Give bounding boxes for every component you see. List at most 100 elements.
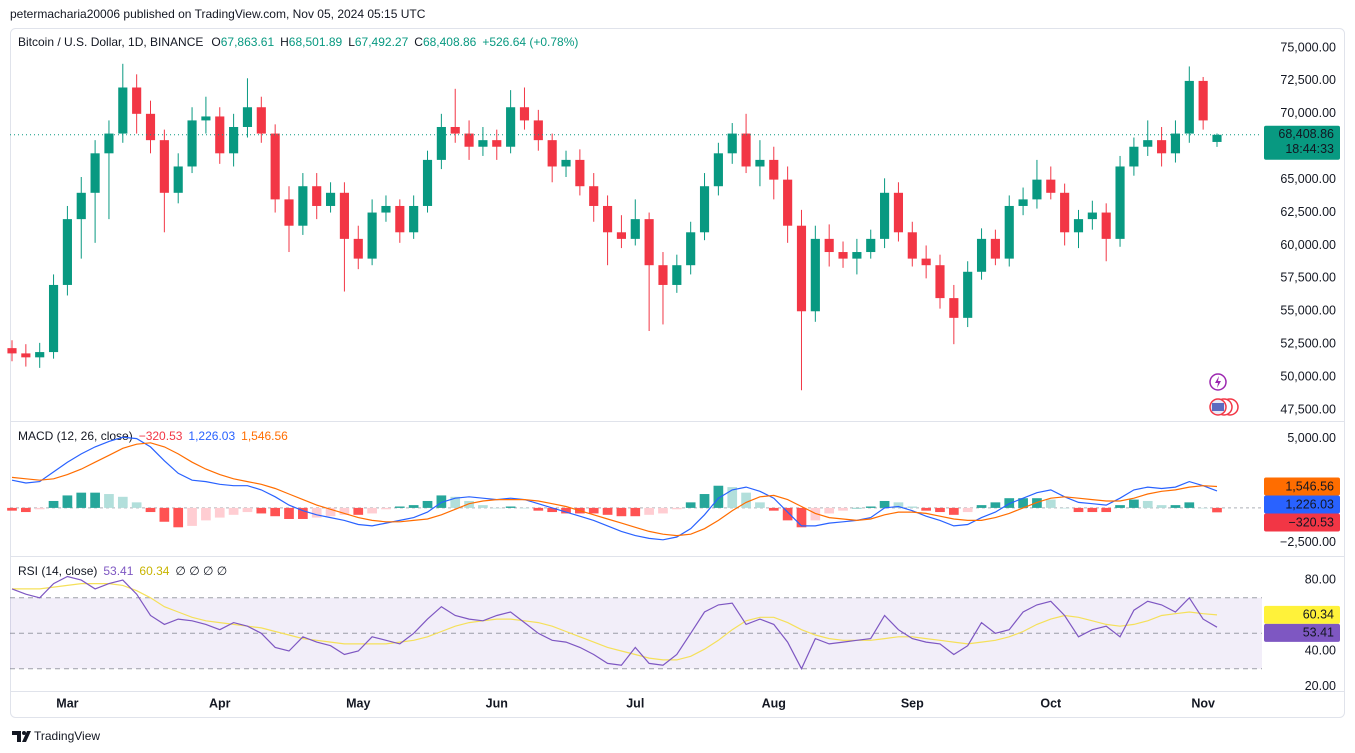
histogram-bar	[713, 485, 724, 508]
candle-body	[436, 126, 446, 160]
x-tick-label: Jun	[486, 696, 508, 710]
candle-body	[132, 87, 142, 114]
countdown-label: 18:44:33	[1285, 142, 1334, 156]
histogram-bar	[1142, 500, 1153, 508]
histogram-bar	[907, 506, 918, 508]
candle-body	[561, 159, 571, 167]
legend-value: 53.41	[103, 564, 133, 578]
histogram-bar	[630, 507, 641, 517]
candle-body	[810, 238, 820, 312]
histogram-bar	[381, 507, 391, 510]
candle-body	[672, 265, 682, 285]
candle-body	[381, 205, 391, 213]
candle-body	[1212, 134, 1222, 142]
candle-body	[769, 159, 779, 180]
histogram-bar	[48, 500, 59, 508]
candle-body	[1143, 140, 1153, 147]
last-value-badge-bg	[1264, 495, 1340, 514]
candle-body	[949, 298, 959, 318]
candle-body	[1157, 140, 1167, 154]
candle-body	[755, 159, 765, 167]
legend-value: 68,408.86	[423, 35, 477, 49]
candle-body	[1060, 192, 1070, 233]
histogram-bar	[353, 507, 364, 515]
event-icons	[1209, 373, 1239, 416]
histogram-bar	[1087, 507, 1098, 513]
candle-body	[21, 353, 31, 358]
histogram-bar	[547, 507, 558, 513]
candle-body	[1170, 133, 1181, 154]
y-tick-label: 52,500.00	[1280, 336, 1336, 350]
legend-key: O	[211, 35, 220, 49]
legend-key: C	[414, 35, 423, 49]
chart-frame	[10, 28, 1345, 718]
histogram-bar	[768, 507, 779, 511]
candle-body	[229, 126, 239, 154]
histogram-bar	[644, 507, 654, 515]
candle-body	[741, 133, 751, 167]
histogram-bar	[948, 507, 959, 515]
legend-title: RSI (14, close)	[18, 564, 97, 578]
legend-value: 67,863.61	[221, 35, 275, 49]
histogram-bar	[478, 505, 488, 508]
histogram-bar	[21, 507, 31, 513]
histogram-bar	[782, 507, 793, 521]
candle-body	[367, 212, 377, 259]
x-tick-label: Apr	[209, 696, 231, 710]
candle-body	[1184, 80, 1194, 134]
candle-body	[159, 140, 169, 193]
histogram-bar	[685, 502, 696, 508]
y-tick-label: 72,500.00	[1280, 73, 1336, 87]
histogram-bar	[62, 495, 73, 508]
candle-body	[727, 133, 737, 154]
x-tick-label: Sep	[901, 696, 924, 710]
candle-body	[699, 186, 710, 233]
y-tick-label: 75,000.00	[1280, 40, 1336, 54]
last-value-badge: 53.41	[1303, 626, 1334, 640]
candle-body	[783, 179, 793, 226]
histogram-bar	[1115, 505, 1125, 508]
histogram-bar	[658, 507, 668, 514]
histogram-bar	[367, 507, 377, 514]
histogram-bar	[1198, 507, 1208, 509]
histogram-bar	[838, 507, 848, 511]
last-value-badge: 60.34	[1303, 608, 1334, 622]
legend-value: 1,546.56	[241, 429, 288, 443]
histogram-bar	[159, 507, 170, 522]
x-tick-label: Nov	[1191, 696, 1215, 710]
histogram-bar	[284, 507, 294, 519]
histogram-bar	[436, 495, 447, 508]
last-price-label: 68,408.86	[1278, 127, 1334, 141]
publisher-note: petermacharia20006 published on TradingV…	[10, 7, 426, 21]
candle-body	[395, 205, 405, 233]
candle-body	[464, 133, 474, 147]
legend-key: L	[348, 35, 355, 49]
histogram-bar	[699, 494, 710, 508]
candle-body	[1101, 212, 1111, 239]
legend-extra: ∅ ∅ ∅ ∅	[175, 564, 227, 578]
histogram-bar	[921, 507, 931, 511]
histogram-bar	[242, 507, 253, 513]
candle-body	[893, 192, 904, 233]
histogram-bar	[671, 507, 682, 510]
candle-body	[353, 238, 363, 259]
histogram-bar	[1059, 507, 1070, 509]
histogram-bar	[131, 502, 142, 508]
candle-body	[921, 258, 931, 266]
histogram-bar	[34, 507, 45, 510]
legend-key: H	[280, 35, 289, 49]
legend-title: MACD (12, 26, close)	[18, 429, 133, 443]
histogram-bar	[7, 507, 17, 511]
x-tick-label: Mar	[56, 696, 78, 710]
histogram-bar	[187, 507, 197, 526]
candle-body	[298, 186, 308, 226]
histogram-bar	[339, 507, 350, 515]
candle-body	[7, 348, 17, 354]
histogram-bar	[394, 506, 405, 508]
candle-body	[935, 265, 945, 299]
candle-body	[312, 186, 322, 206]
candle-body	[506, 107, 516, 147]
histogram-bar	[755, 502, 765, 508]
histogram-bar	[422, 500, 433, 508]
